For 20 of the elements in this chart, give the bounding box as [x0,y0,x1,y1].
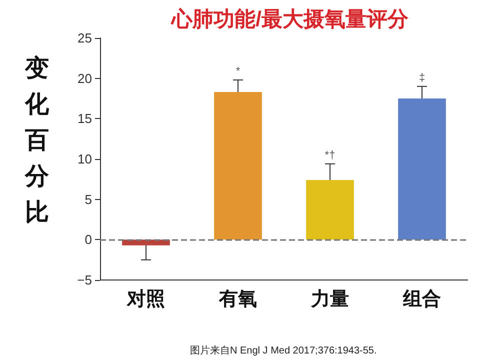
y-tick-label: 10 [78,152,92,166]
y-tick-label: 5 [84,192,92,207]
y-tick-label: 20 [78,70,92,86]
x-tick-label: 力量 [310,288,349,310]
x-tick-label: 对照 [126,288,165,310]
bar [214,92,262,240]
chart-title: 心肺功能/最大摄氧量评分 [170,7,410,31]
y-tick-label: −5 [77,272,92,288]
bar [398,98,446,240]
y-tick-label: 25 [78,30,92,46]
x-tick-label: 组合 [402,288,441,310]
y-axis-title: 变化百分比 [24,53,50,228]
annotation: * [236,65,241,78]
x-tick-label: 有氧 [218,289,257,310]
annotation: *† [324,149,336,162]
bar [306,180,354,240]
annotation: ‡ [418,72,426,84]
y-tick-label: 0 [84,232,92,248]
text: 图片来自N Engl J Med 2017;376:1943-55. [190,344,377,356]
y-tick-label: 15 [78,111,92,126]
